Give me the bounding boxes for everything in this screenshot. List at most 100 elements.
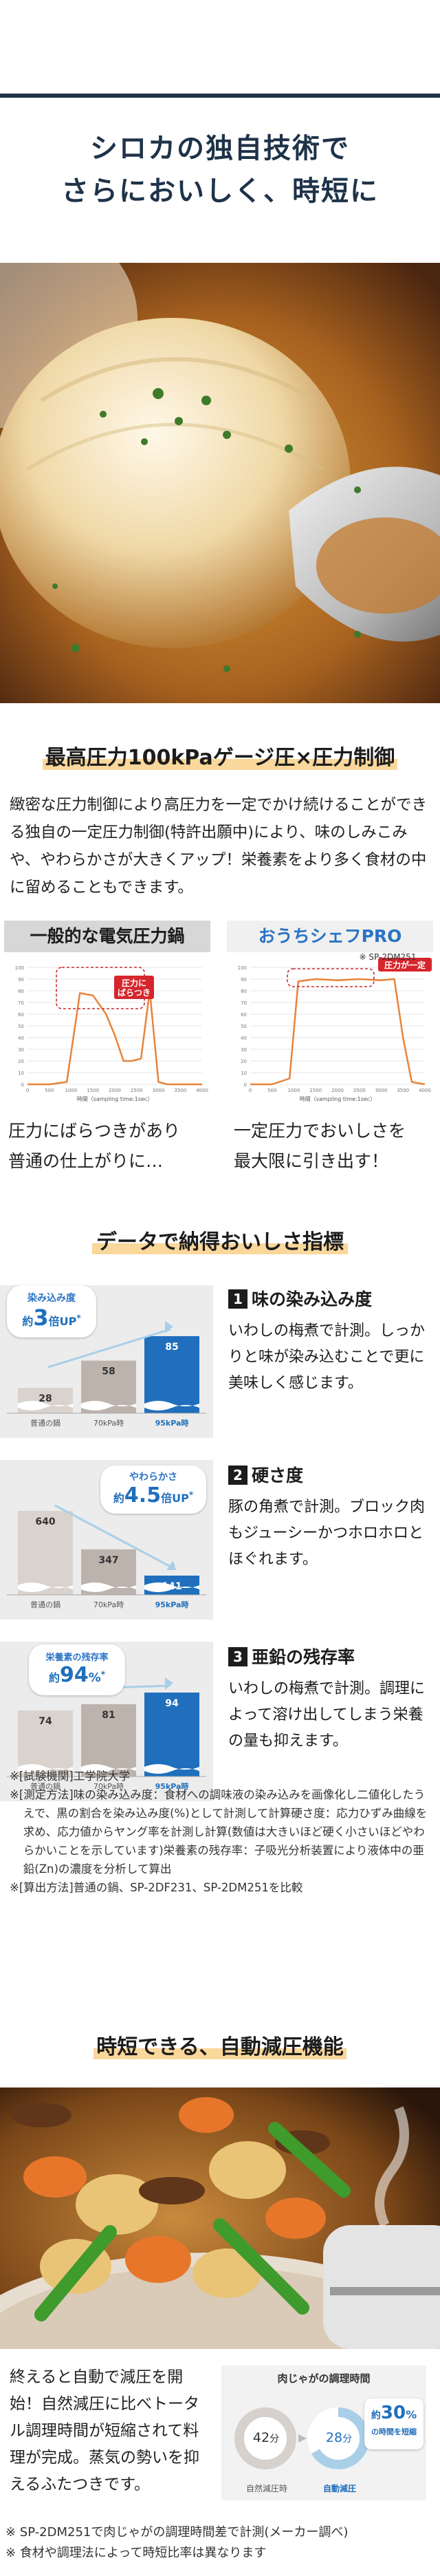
y-tick-label: 90 [241,977,247,983]
trend-arrow [47,1328,171,1368]
bar-value-label: 58 [102,1366,115,1377]
x-tick-label: 2000 [109,1088,121,1093]
bar-value-label: 74 [38,1716,52,1727]
y-tick-label: 0 [21,1082,24,1088]
hero-title: シロカの独自技術で さらにおいしく、時短に [0,127,440,213]
note-test-institute: ※[試験機関]工学院大学 [10,1770,131,1783]
hardness-bubble: やわらかさ 約4.5倍UP* [100,1466,206,1514]
chart-hardness-panel: 640 普通の鍋 347 70kPa時 141 95kPa時 やわらかさ 約4.5倍UP* [0,1460,213,1620]
category-label: 普通の鍋 [30,1418,60,1428]
y-tick-label: 50 [241,1024,247,1029]
y-tick-label: 90 [18,977,24,983]
badge-sub: の時間を短縮 [371,2427,417,2436]
x-tick-label: 1000 [65,1088,78,1093]
bar-value-label: 640 [35,1516,55,1527]
bar-break [81,1764,136,1774]
auto-time-value: 28分 [315,2430,363,2445]
pressure-body: 緻密な圧力制御により高圧力を一定でかけ続けることができる独自の一定圧力制御(特許… [10,796,428,897]
general-cooker-caption: 圧力にばらつきがあり 普通の仕上がりに… [8,1116,214,1177]
callout-label: 圧力が一定 [384,960,426,970]
trend-arrow-head [165,1677,173,1690]
time-saving-heading-text: 時短できる、自動減圧機能 [94,2035,346,2059]
hero-title-line2: さらにおいしく、時短に [61,175,379,207]
bar-value-label: 94 [165,1698,179,1709]
category-label: 普通の鍋 [30,1600,60,1609]
x-tick-label: 1000 [288,1088,300,1093]
y-tick-label: 30 [18,1047,24,1053]
x-tick-label: 500 [267,1088,276,1093]
y-tick-label: 10 [241,1071,247,1076]
bar-break [144,1764,199,1774]
note-comparison: ※[算出方法]普通の鍋、SP-2DF231、SP-2DM251を比較 [10,1881,303,1894]
badge-big: 30 [380,2403,406,2423]
bar-value-label: 85 [165,1342,178,1353]
ouchi-chef-chart: 100 90 80 70 60 50 40 30 20 10 0 0 500 1000 1500 2000 25… [227,952,433,1116]
bar-value-label: 347 [98,1555,118,1566]
natural-time-unit: 分 [270,2434,280,2445]
bar-value-label: 81 [102,1710,115,1721]
bar [18,1511,73,1595]
x-tick-label: 500 [45,1088,54,1093]
donut-slice [234,2407,296,2469]
pressure-line [28,989,202,1086]
zinc-bubble-pre: 約 [48,1671,60,1684]
general-cooker-panel-title: 一般的な電気圧力鍋 [4,921,210,952]
natural-time-number: 42 [252,2430,270,2445]
item3-title: 亜鉛の残存率 [252,1647,355,1667]
bar-break [18,1764,73,1774]
general-caption-line2: 普通の仕上がりに… [8,1151,164,1171]
y-tick-label: 100 [238,965,247,971]
general-caption-line1: 圧力にばらつきがあり [8,1121,181,1141]
data-heading: データで納得おいしさ指標 [0,1225,440,1255]
zinc-bubble: 栄養素の残存率 約94%* [29,1644,125,1695]
category-label: 70kPa時 [94,1782,124,1791]
hardness-bubble-pre: 約 [113,1492,124,1505]
item1-number: 1 [228,1289,248,1309]
ouchi-chef-caption: 一定圧力でおいしさを 最大限に引き出す！ [234,1116,433,1177]
y-tick-label: 80 [241,989,247,994]
callout-label-bg [114,976,154,999]
bar-break [18,1582,73,1592]
bar-value-label: 141 [162,1581,182,1592]
trend-arrow-head [165,1321,173,1333]
auto-time-label: 自動減圧 [322,2484,356,2493]
y-tick-label: 60 [241,1012,247,1018]
chart-zinc-panel: 74 普通の鍋 81 70kPa時 94 95kPa時 栄養素の残存率 約94%* [0,1642,213,1801]
category-label: 70kPa時 [94,1600,124,1609]
x-tick-label: 2500 [353,1088,366,1093]
pressure-heading: 最高圧力100kPaゲージ圧×圧力制御 [0,740,440,771]
donut-hole [244,2417,287,2460]
nikujaga-dish-photo [0,2087,440,2349]
bar [144,1693,199,1777]
x-tick-label: 4000 [196,1088,208,1093]
y-tick-label: 70 [241,1000,247,1006]
y-tick-label: 10 [18,1071,24,1076]
x-tick-label: 3500 [397,1088,409,1093]
soak-bubble-big: 3 [33,1305,49,1331]
pro-caption-line2: 最大限に引き出す！ [234,1151,389,1171]
soak-bubble: 染み込み度 約3倍UP* [7,1285,96,1338]
x-tick-label: 3000 [375,1088,388,1093]
time-footnote-1: ※ SP-2DM251で肉じゃがの調理時間差で計測(メーカー調べ) [6,2525,349,2540]
bar-break [81,1401,136,1410]
zinc-bubble-big: 94 [59,1663,89,1687]
x-tick-label: 3500 [174,1088,186,1093]
cooking-time-comparison: 肉じゃがの調理時間 42分 28分 自然減圧時 自動減圧 約30% の時間を短縮 [221,2365,426,2500]
hero-title-line1: シロカの独自技術で [90,133,350,164]
y-tick-label: 0 [244,1082,247,1088]
y-tick-label: 40 [18,1035,24,1041]
callout-label: ばらつき [118,987,151,998]
y-tick-label: 70 [18,1000,24,1006]
item2-number: 2 [228,1466,248,1485]
time-saving-heading: 時短できる、自動減圧機能 [0,2030,440,2060]
donut-hole [317,2417,360,2460]
time-footnotes: ※ SP-2DM251で肉じゃがの調理時間差で計測(メーカー調べ) ※ 食材や調… [6,2522,437,2564]
pressure-line [250,978,426,1086]
y-tick-label: 20 [241,1059,247,1064]
x-tick-label: 0 [26,1088,29,1093]
x-tick-label: 1500 [309,1088,322,1093]
bar-value-label: 28 [38,1393,52,1404]
model-note: ※ SP-2DM251 [360,952,417,962]
callout-label: 圧力に [122,978,146,988]
bar-break [81,1582,136,1592]
